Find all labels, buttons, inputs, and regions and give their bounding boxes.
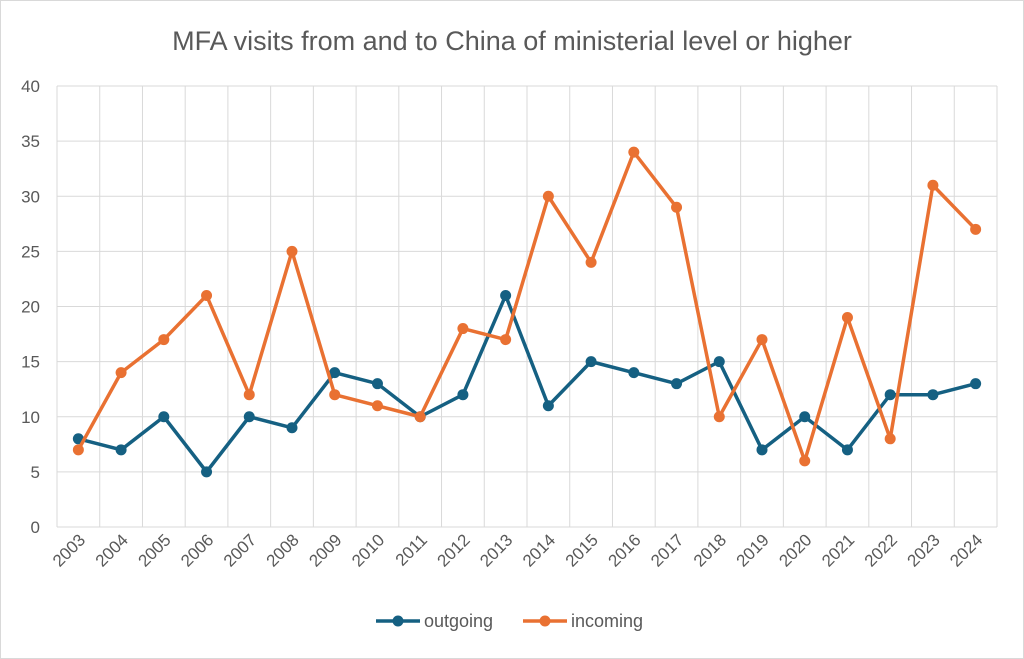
incoming-point <box>329 389 341 401</box>
outgoing-point <box>585 356 597 368</box>
incoming-point <box>371 400 383 412</box>
y-tick-label: 30 <box>21 187 40 206</box>
incoming-point <box>500 334 512 346</box>
y-tick-label: 25 <box>21 242 40 261</box>
incoming-point <box>243 389 255 401</box>
outgoing-point <box>329 367 341 379</box>
outgoing-point <box>158 411 170 423</box>
series-outgoing <box>72 289 982 478</box>
incoming-point <box>713 411 725 423</box>
outgoing-point <box>243 411 255 423</box>
series-group <box>72 146 982 478</box>
outgoing-point <box>841 444 853 456</box>
legend-item-outgoing: outgoing <box>376 611 493 631</box>
incoming-point <box>201 289 213 301</box>
y-tick-label: 40 <box>21 77 40 96</box>
outgoing-point <box>286 422 298 434</box>
outgoing-point <box>542 400 554 412</box>
legend: outgoing incoming <box>376 611 643 631</box>
outgoing-point <box>927 389 939 401</box>
legend-marker <box>539 615 551 627</box>
incoming-point <box>542 190 554 202</box>
outgoing-point <box>756 444 768 456</box>
incoming-point <box>799 455 811 467</box>
incoming-point <box>927 179 939 191</box>
y-tick-label: 5 <box>31 463 40 482</box>
chart-title: MFA visits from and to China of minister… <box>172 26 852 56</box>
incoming-point <box>158 334 170 346</box>
y-tick-label: 35 <box>21 132 40 151</box>
gridlines <box>56 85 998 528</box>
incoming-point <box>884 433 896 445</box>
outgoing-point <box>371 378 383 390</box>
outgoing-point <box>799 411 811 423</box>
incoming-point <box>671 201 683 213</box>
incoming-point <box>457 323 469 335</box>
y-tick-label: 15 <box>21 353 40 372</box>
outgoing-point <box>884 389 896 401</box>
incoming-point <box>72 444 84 456</box>
legend-marker <box>392 615 404 627</box>
incoming-point <box>841 312 853 324</box>
y-tick-label: 0 <box>31 518 40 537</box>
incoming-line <box>76 150 977 463</box>
incoming-point <box>756 334 768 346</box>
incoming-point <box>585 256 597 268</box>
incoming-point <box>970 223 982 235</box>
outgoing-point <box>201 466 213 478</box>
y-axis-ticks: 0 5 10 15 20 25 30 35 40 <box>21 77 40 537</box>
outgoing-point <box>970 378 982 390</box>
outgoing-point <box>115 444 127 456</box>
outgoing-point <box>628 367 640 379</box>
legend-label: outgoing <box>424 611 493 631</box>
outgoing-point <box>671 378 683 390</box>
incoming-point <box>115 367 127 379</box>
y-tick-label: 10 <box>21 408 40 427</box>
outgoing-line <box>77 293 977 474</box>
series-incoming <box>72 146 982 467</box>
legend-label: incoming <box>571 611 643 631</box>
incoming-point <box>414 411 426 423</box>
y-tick-label: 20 <box>21 298 40 317</box>
outgoing-point <box>457 389 469 401</box>
outgoing-point <box>713 356 725 368</box>
incoming-point <box>628 146 640 158</box>
legend-item-incoming: incoming <box>523 611 643 631</box>
incoming-point <box>286 245 298 257</box>
outgoing-point <box>500 289 512 301</box>
